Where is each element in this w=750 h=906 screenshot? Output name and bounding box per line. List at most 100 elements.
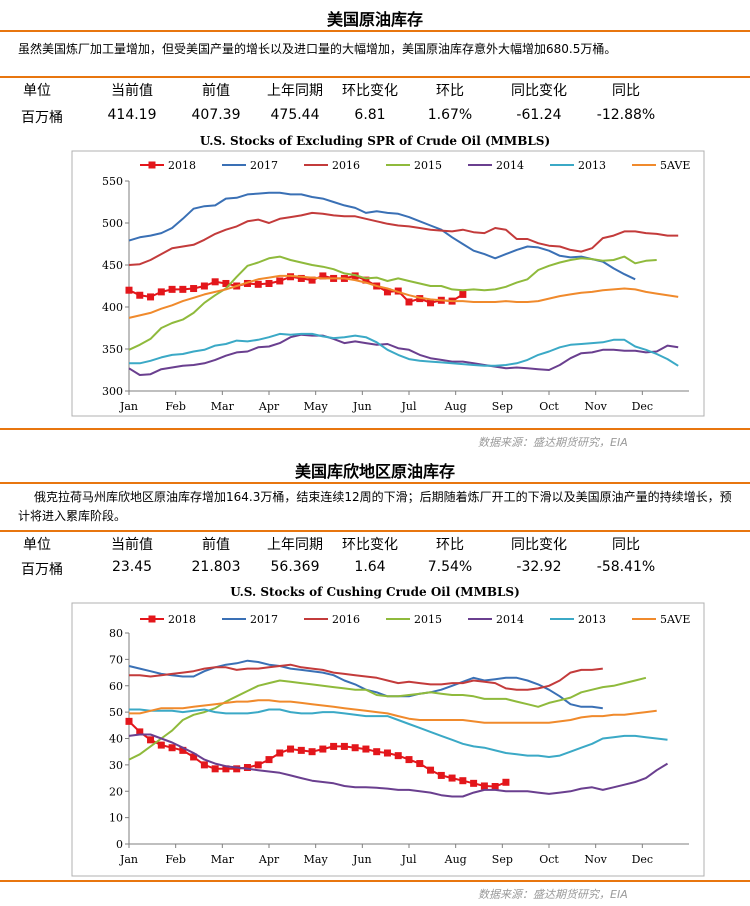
x-tick-label: May	[304, 400, 329, 413]
point-2018	[383, 749, 391, 757]
point-2018	[276, 277, 284, 285]
legend-label-2016: 2016	[332, 159, 360, 172]
value-mom-change: 1.64	[354, 559, 386, 575]
series-line-2018	[128, 274, 464, 304]
series-line-5AVE	[128, 274, 679, 319]
y-tick-label: 450	[102, 259, 123, 272]
value-last-year: 475.44	[270, 107, 320, 123]
x-tick-label: Jun	[352, 400, 372, 413]
point-2018	[211, 278, 219, 286]
header-yoy: 同比	[612, 83, 640, 99]
point-2018	[491, 783, 499, 791]
point-2018	[502, 778, 510, 786]
point-2018	[405, 756, 413, 764]
point-2018	[394, 752, 402, 760]
point-2018	[427, 299, 435, 307]
x-tick-label: Aug	[444, 853, 467, 866]
header-unit: 单位	[23, 537, 51, 553]
point-2018	[459, 777, 467, 785]
section2-bottom-divider	[0, 880, 750, 882]
header-yoy-change: 同比变化	[511, 537, 567, 553]
point-2018	[276, 749, 284, 757]
value-mom: 1.67%	[427, 107, 473, 123]
y-tick-label: 400	[102, 301, 123, 314]
value-unit: 百万桶	[21, 110, 63, 126]
point-2018	[179, 285, 187, 293]
point-2018	[211, 765, 219, 773]
series-line-2017	[128, 659, 603, 710]
point-2018	[427, 766, 435, 774]
header-yoy-change: 同比变化	[511, 83, 567, 99]
point-2018	[243, 764, 251, 772]
section1-title-divider	[0, 30, 750, 32]
point-2018	[265, 756, 273, 764]
series-line-2013	[129, 708, 668, 758]
point-2018	[157, 741, 165, 749]
legend-marker-2018	[148, 161, 156, 169]
point-2018	[190, 285, 198, 293]
section2-paragraph: 俄克拉荷马州库欣地区原油库存增加164.3万桶，结束连续12周的下滑；后期随着炼…	[18, 490, 732, 523]
legend-label-2017: 2017	[250, 159, 278, 172]
x-tick-label: Jan	[119, 853, 138, 866]
value-yoy: -12.88%	[596, 107, 656, 123]
legend-label-2017: 2017	[250, 613, 278, 626]
y-tick-label: 350	[102, 343, 123, 356]
x-tick-label: Sep	[492, 853, 513, 866]
x-tick-label: Jun	[352, 853, 372, 866]
point-2018	[136, 291, 144, 299]
legend-label-2018: 2018	[168, 159, 196, 172]
x-tick-label: Oct	[539, 853, 559, 866]
legend-label-2015: 2015	[414, 159, 442, 172]
section1-title: 美国原油库存	[326, 10, 423, 29]
legend-label-5AVE: 5AVE	[660, 159, 690, 172]
legend-label-2018: 2018	[168, 613, 196, 626]
point-2018	[233, 765, 241, 773]
header-current: 当前值	[111, 83, 153, 99]
section2-title: 美国库欣地区原油库存	[294, 462, 455, 481]
x-tick-label: Feb	[165, 400, 186, 413]
x-tick-label: Mar	[211, 400, 235, 413]
point-2018	[179, 746, 187, 754]
point-2018	[200, 761, 208, 769]
point-2018	[351, 744, 359, 752]
header-mom: 环比	[436, 83, 464, 99]
chart-frame	[71, 602, 705, 877]
legend-label-2014: 2014	[496, 159, 524, 172]
series-line-2013	[129, 332, 679, 367]
section1-source: 数据来源：盛达期货研究，EIA	[478, 436, 628, 449]
header-yoy: 同比	[612, 537, 640, 553]
header-previous: 前值	[202, 83, 230, 99]
series-line-2014	[128, 333, 679, 376]
table-header-row: 单位 当前值 前值 上年同期 环比变化 环比 同比变化 同比	[0, 80, 750, 102]
header-previous: 前值	[202, 537, 230, 553]
table-value-row: 百万桶 23.45 21.803 56.369 1.64 7.54% -32.9…	[0, 559, 750, 581]
series-line-2017	[128, 191, 636, 281]
value-mom-change: 6.81	[354, 107, 386, 123]
point-2018	[147, 293, 155, 301]
header-mom: 环比	[436, 537, 464, 553]
point-2018	[373, 748, 381, 756]
value-last-year: 56.369	[270, 559, 320, 575]
chart1-svg: 300 350 400 450 500 550 Jan Feb Mar Apr May Jun Jul A…	[71, 150, 705, 417]
section1-bottom-divider	[0, 428, 750, 430]
y-tick-label: 300	[102, 385, 123, 398]
value-mom: 7.54%	[427, 559, 473, 575]
legend-label-5AVE: 5AVE	[660, 613, 690, 626]
y-tick-label: 550	[102, 175, 123, 188]
y-tick-label: 60	[109, 680, 123, 693]
series-line-2016	[128, 211, 679, 266]
point-2018	[362, 745, 370, 753]
section1-paragraph: 虽然美国炼厂加工量增加，但受美国产量的增长以及进口量的大幅增加，美国原油库存意外…	[18, 42, 617, 56]
y-tick-label: 500	[102, 217, 123, 230]
point-2018	[168, 285, 176, 293]
table-header-row: 单位 当前值 前值 上年同期 环比变化 环比 同比变化 同比	[0, 534, 750, 556]
point-2018	[319, 745, 327, 753]
y-tick-label: 70	[109, 653, 123, 666]
point-2018	[308, 276, 316, 284]
legend-marker-2018	[148, 615, 156, 623]
value-current: 23.45	[111, 559, 153, 575]
y-tick-label: 30	[109, 759, 123, 772]
point-2018	[190, 753, 198, 761]
point-2018	[319, 272, 327, 280]
y-tick-label: 0	[116, 838, 123, 851]
